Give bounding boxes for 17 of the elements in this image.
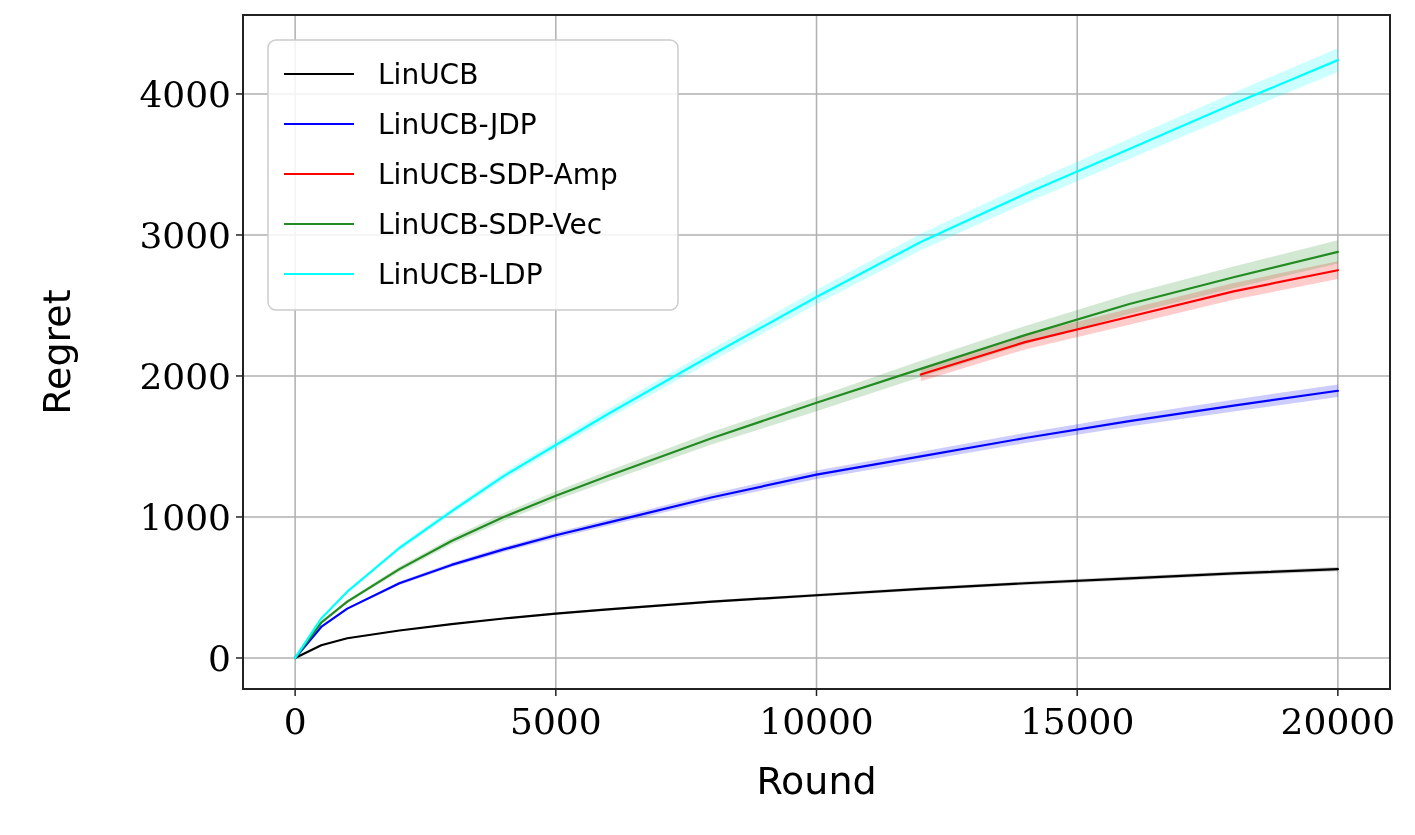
legend-label: LinUCB-LDP [378,257,543,291]
x-tick-label: 20000 [1280,701,1396,742]
legend-label: LinUCB [378,57,479,91]
legend-label: LinUCB-SDP-Amp [378,157,618,191]
y-tick-label: 2000 [139,355,231,397]
x-tick-label: 15000 [1019,701,1135,742]
y-tick-label: 1000 [139,496,231,538]
y-tick-label: 4000 [139,73,231,115]
x-tick-label: 10000 [759,701,874,742]
y-tick-label: 3000 [139,214,231,256]
x-tick-label: 0 [283,701,307,742]
x-axis-title: Round [756,759,877,803]
legend-label: LinUCB-SDP-Vec [378,207,603,241]
x-tick-label: 5000 [510,701,602,742]
legend-label: LinUCB-JDP [378,107,537,141]
y-axis-title: Regret [35,289,79,415]
y-tick-label: 0 [208,637,231,679]
